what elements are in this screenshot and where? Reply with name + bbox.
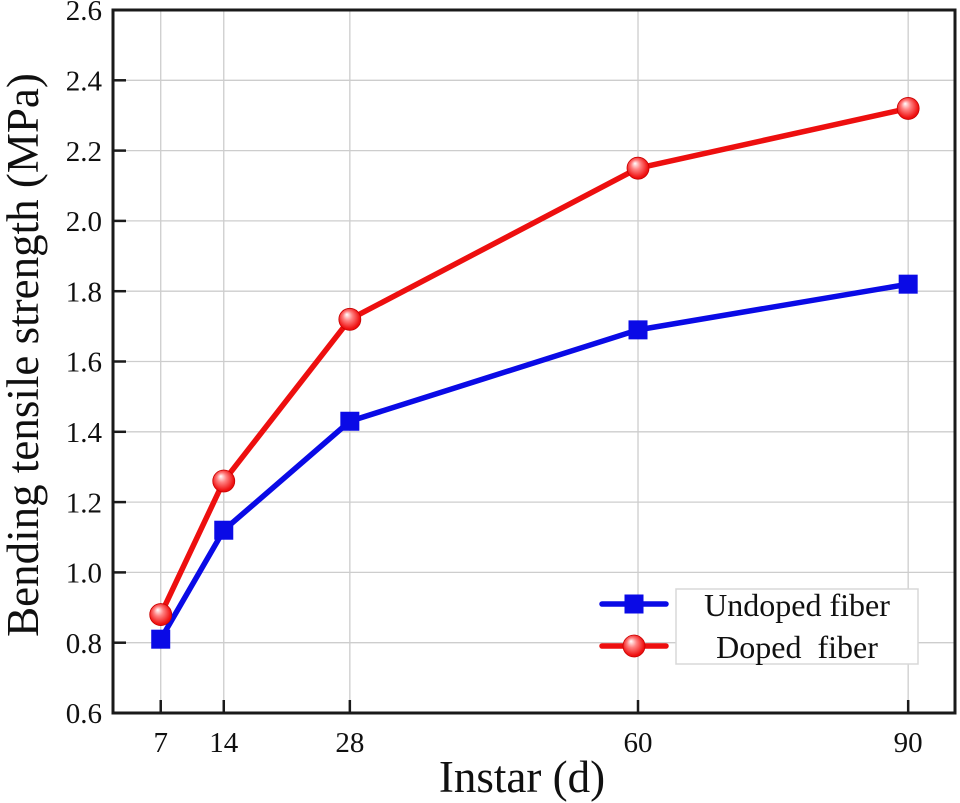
legend-sample-marker-doped-fiber xyxy=(622,634,646,658)
undoped-fiber-marker xyxy=(898,274,918,294)
data-series xyxy=(149,97,920,649)
axis-ticks xyxy=(113,8,910,715)
series-undoped-fiber xyxy=(151,274,918,649)
plot-frame xyxy=(111,8,957,715)
doped-fiber-marker xyxy=(896,97,920,120)
y-tick-label: 2.6 xyxy=(66,0,102,27)
y-tick-label: 1.0 xyxy=(66,558,102,590)
y-tick-label: 1.4 xyxy=(66,417,103,449)
legend-label-doped-fiber: Doped fiber xyxy=(716,629,878,665)
gridlines xyxy=(113,10,955,713)
tick-labels: 7 14 28 60 90 0.6 0.8 1.0 1.2 1.4 1.6 1.8 2.0 2.2 2.4 2… xyxy=(66,0,923,759)
y-tick-label: 2.4 xyxy=(66,65,103,97)
y-tick-label: 2.2 xyxy=(66,136,102,168)
legend-sample-marker-undoped-fiber xyxy=(624,594,644,614)
y-tick-label: 0.8 xyxy=(66,628,102,660)
x-tick-label: 60 xyxy=(624,727,653,759)
doped-fiber-marker xyxy=(626,156,650,180)
x-tick-label: 90 xyxy=(894,727,923,759)
doped-fiber-marker xyxy=(149,603,173,626)
legend-box xyxy=(675,588,919,665)
legend-label-undoped-fiber: Undoped fiber xyxy=(704,587,890,623)
legend: Undoped fiber Doped fiber xyxy=(599,587,919,665)
x-tick-label: 7 xyxy=(153,727,168,759)
y-tick-label: 1.8 xyxy=(66,276,102,308)
undoped-fiber-marker xyxy=(214,520,234,540)
y-tick-label: 0.6 xyxy=(66,698,102,730)
series-doped-fiber xyxy=(149,97,920,626)
y-tick-label: 2.0 xyxy=(66,206,102,238)
x-axis-label: Instar (d) xyxy=(439,752,605,802)
y-axis-label: Bending tensile strength (MPa) xyxy=(0,73,48,637)
x-tick-label: 28 xyxy=(335,727,364,759)
undoped-fiber-marker xyxy=(628,320,648,340)
undoped-fiber-marker xyxy=(151,629,171,649)
doped-fiber-marker xyxy=(338,307,362,331)
y-tick-label: 1.6 xyxy=(66,347,102,379)
undoped-fiber-marker xyxy=(340,411,360,431)
x-tick-label: 14 xyxy=(209,727,239,759)
y-tick-label: 1.2 xyxy=(66,487,102,519)
doped-fiber-marker xyxy=(212,469,236,493)
